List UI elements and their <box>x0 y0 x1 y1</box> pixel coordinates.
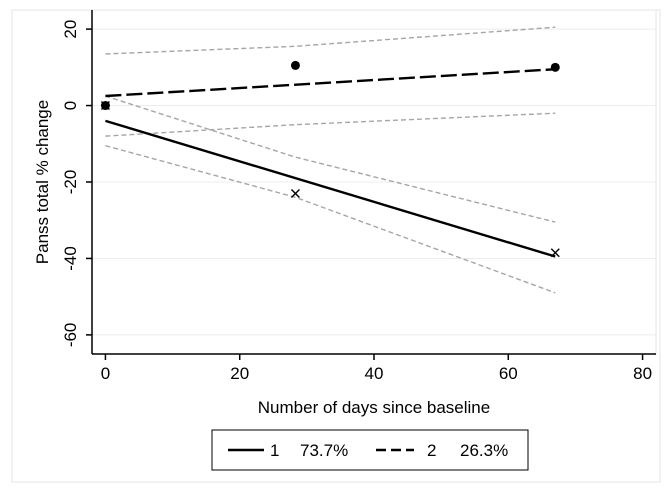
x-tick-label: 0 <box>101 364 110 383</box>
y-tick-label: 20 <box>61 20 80 39</box>
y-tick-label: -20 <box>61 170 80 195</box>
x-tick-label: 40 <box>365 364 384 383</box>
legend-label-series-2: 2 <box>427 441 436 460</box>
point-series-2 <box>551 63 560 72</box>
point-series-2 <box>291 61 300 70</box>
x-tick-label: 60 <box>499 364 518 383</box>
x-tick-label: 80 <box>633 364 652 383</box>
point-series-2 <box>101 101 110 110</box>
legend: 1 73.7% 2 26.3% <box>212 430 528 470</box>
y-tick-label: -60 <box>61 323 80 348</box>
x-axis-label: Number of days since baseline <box>258 398 490 417</box>
legend-share-series-2: 26.3% <box>460 441 508 460</box>
legend-label-series-1: 1 <box>270 441 279 460</box>
y-tick-label: 0 <box>61 101 80 110</box>
y-axis-label: Panss total % change <box>33 100 52 264</box>
y-tick-label: -40 <box>61 246 80 271</box>
x-tick-label: 20 <box>230 364 249 383</box>
legend-share-series-1: 73.7% <box>300 441 348 460</box>
